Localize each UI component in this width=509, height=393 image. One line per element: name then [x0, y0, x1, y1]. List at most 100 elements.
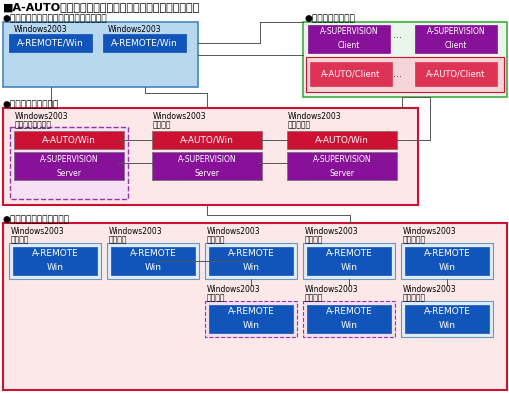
Bar	[414, 25, 496, 53]
Text: A-AUTO/Client: A-AUTO/Client	[426, 70, 485, 79]
Bar	[3, 223, 506, 390]
Bar	[287, 152, 396, 180]
Bar	[287, 152, 396, 180]
Bar	[14, 131, 124, 149]
Bar	[103, 34, 186, 52]
Text: （本番）: （本番）	[153, 120, 171, 129]
Bar	[152, 152, 262, 180]
Bar	[13, 247, 97, 275]
Bar	[9, 34, 92, 52]
Bar	[307, 25, 389, 53]
Text: Windows2003: Windows2003	[402, 227, 456, 236]
Bar	[14, 152, 124, 180]
Bar	[306, 247, 390, 275]
Text: Windows2003: Windows2003	[207, 227, 260, 236]
Bar	[205, 243, 296, 279]
Text: Server: Server	[194, 169, 219, 178]
Bar	[111, 247, 194, 275]
Bar	[3, 108, 417, 205]
Text: Win: Win	[340, 263, 357, 272]
Bar	[152, 131, 262, 149]
Text: A-REMOTE: A-REMOTE	[227, 307, 274, 316]
Bar	[404, 305, 488, 333]
Text: Client: Client	[444, 42, 466, 50]
Text: Client: Client	[337, 42, 359, 50]
Text: A-AUTO/Win: A-AUTO/Win	[315, 136, 368, 145]
Text: （本番）: （本番）	[207, 235, 225, 244]
Text: （テスト）: （テスト）	[402, 235, 426, 244]
Text: Win: Win	[438, 263, 455, 272]
Text: Server: Server	[56, 169, 81, 178]
Bar	[287, 131, 396, 149]
Bar	[103, 34, 186, 52]
Text: ■A-AUTOを使った神戸製鬼本社新会計システムの概念図: ■A-AUTOを使った神戸製鬼本社新会計システムの概念図	[3, 2, 200, 12]
Bar	[305, 57, 503, 92]
Text: （本番）: （本番）	[109, 235, 127, 244]
Text: ...: ...	[393, 69, 402, 79]
Text: Windows2003: Windows2003	[153, 112, 206, 121]
Text: Windows2003: Windows2003	[14, 25, 68, 34]
Text: （本番）: （本番）	[207, 293, 225, 302]
Bar	[152, 131, 262, 149]
Text: ●ジョブ管理（灘浜）: ●ジョブ管理（灘浜）	[3, 100, 59, 109]
Text: Win: Win	[242, 263, 259, 272]
Text: Windows2003: Windows2003	[11, 227, 65, 236]
Text: A-AUTO/Client: A-AUTO/Client	[321, 70, 380, 79]
Text: A-REMOTE: A-REMOTE	[423, 307, 469, 316]
Text: A-AUTO/Win: A-AUTO/Win	[180, 136, 234, 145]
Text: Win: Win	[144, 263, 161, 272]
Text: ●本社（神鬼ビル）: ●本社（神鬼ビル）	[304, 14, 355, 23]
Text: （バックアップ）: （バックアップ）	[15, 120, 52, 129]
Text: Windows2003: Windows2003	[15, 112, 69, 121]
Text: A-REMOTE: A-REMOTE	[227, 250, 274, 259]
Bar	[400, 243, 492, 279]
Text: A-SUPERVISION: A-SUPERVISION	[426, 28, 485, 37]
Text: A-REMOTE: A-REMOTE	[129, 250, 176, 259]
Text: Windows2003: Windows2003	[304, 285, 358, 294]
Text: ...: ...	[393, 30, 402, 40]
Text: （本番）: （本番）	[304, 293, 323, 302]
Text: （本番）: （本番）	[304, 235, 323, 244]
Text: （テスト）: （テスト）	[402, 293, 426, 302]
Text: A-SUPERVISION: A-SUPERVISION	[40, 154, 98, 163]
Text: Server: Server	[329, 169, 354, 178]
Bar	[306, 305, 390, 333]
Bar	[302, 301, 394, 337]
Text: A-REMOTE: A-REMOTE	[325, 307, 372, 316]
Text: Win: Win	[242, 321, 259, 331]
Text: A-REMOTE/Win: A-REMOTE/Win	[111, 39, 178, 48]
Bar	[414, 62, 496, 86]
Text: ●新会計システム（灘浜）: ●新会計システム（灘浜）	[3, 215, 70, 224]
Bar	[9, 34, 92, 52]
Text: A-REMOTE/Win: A-REMOTE/Win	[17, 39, 83, 48]
Bar	[309, 62, 391, 86]
Text: A-AUTO/Win: A-AUTO/Win	[42, 136, 96, 145]
Bar	[14, 131, 124, 149]
Text: Win: Win	[46, 263, 64, 272]
Bar	[209, 305, 293, 333]
Bar	[404, 247, 488, 275]
Bar	[107, 243, 199, 279]
Text: Win: Win	[438, 321, 455, 331]
Text: Windows2003: Windows2003	[109, 227, 162, 236]
Bar	[152, 152, 262, 180]
Text: （テスト）: （テスト）	[288, 120, 310, 129]
Text: Windows2003: Windows2003	[402, 285, 456, 294]
Text: ●神鬼サァス　バックアップ環境（灘浜）: ●神鬼サァス バックアップ環境（灘浜）	[3, 14, 107, 23]
Text: （本番）: （本番）	[11, 235, 30, 244]
Text: A-REMOTE: A-REMOTE	[32, 250, 78, 259]
Bar	[9, 243, 101, 279]
Text: Windows2003: Windows2003	[207, 285, 260, 294]
Text: A-SUPERVISION: A-SUPERVISION	[312, 154, 371, 163]
Bar	[209, 247, 293, 275]
Bar	[400, 301, 492, 337]
Text: A-REMOTE: A-REMOTE	[325, 250, 372, 259]
Bar	[205, 301, 296, 337]
Text: Windows2003: Windows2003	[304, 227, 358, 236]
Bar	[10, 127, 128, 199]
Bar	[287, 131, 396, 149]
Text: Windows2003: Windows2003	[108, 25, 161, 34]
Bar	[3, 22, 197, 87]
Text: Windows2003: Windows2003	[288, 112, 341, 121]
Text: Win: Win	[340, 321, 357, 331]
